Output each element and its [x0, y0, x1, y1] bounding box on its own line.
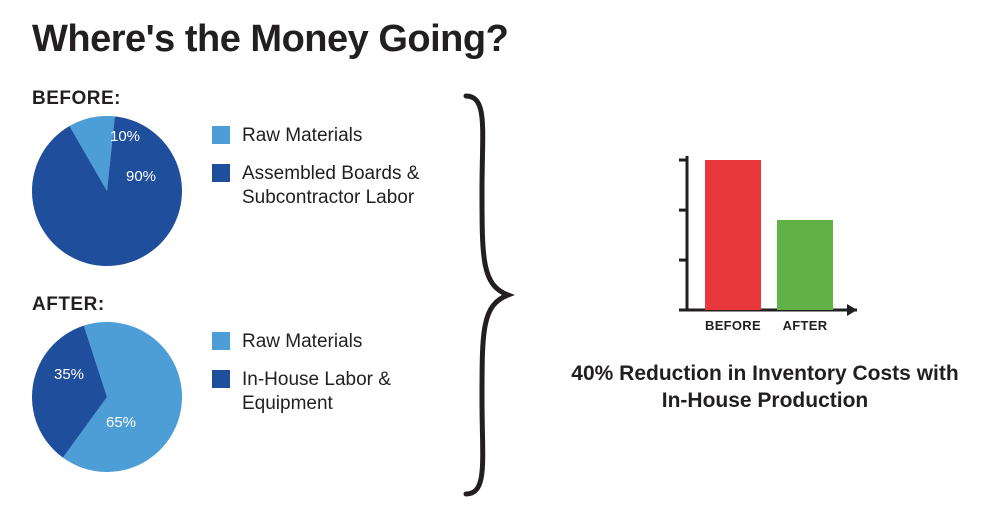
- after-legend: Raw Materials In-House Labor & Equipment: [212, 330, 462, 429]
- bar-chart: BEFORE AFTER: [645, 150, 885, 350]
- bar: [777, 220, 833, 310]
- bar: [705, 160, 761, 310]
- bar-label: BEFORE: [703, 318, 763, 333]
- after-section: AFTER: 65% 35% Raw Materials In-House Labo…: [32, 294, 462, 472]
- legend-swatch: [212, 370, 230, 388]
- legend-swatch: [212, 164, 230, 182]
- pie-slice-label: 35%: [54, 366, 84, 383]
- legend-swatch: [212, 126, 230, 144]
- before-legend: Raw Materials Assembled Boards & Subcontr…: [212, 124, 462, 223]
- legend-item: Raw Materials: [212, 124, 462, 148]
- left-column: BEFORE: 10% 90% Raw Materials Assembled Bo…: [32, 88, 462, 500]
- after-row: 65% 35% Raw Materials In-House Labor & Equ…: [32, 322, 462, 472]
- bar-label: AFTER: [775, 318, 835, 333]
- legend-swatch: [212, 332, 230, 350]
- pie-slice-label: 90%: [126, 168, 156, 185]
- before-pie-chart: 10% 90%: [32, 116, 182, 266]
- after-label: AFTER:: [32, 294, 462, 316]
- before-section: BEFORE: 10% 90% Raw Materials Assembled Bo…: [32, 88, 462, 266]
- before-row: 10% 90% Raw Materials Assembled Boards & S…: [32, 116, 462, 266]
- caption: 40% Reduction in Inventory Costs with In…: [560, 360, 970, 415]
- after-pie-chart: 65% 35%: [32, 322, 182, 472]
- right-column: BEFORE AFTER 40% Reduction in Inventory C…: [560, 150, 970, 415]
- legend-item: In-House Labor & Equipment: [212, 368, 462, 416]
- legend-text: Raw Materials: [242, 330, 362, 354]
- legend-item: Raw Materials: [212, 330, 462, 354]
- pie-slice-label: 10%: [110, 128, 140, 145]
- curly-brace: [458, 90, 518, 500]
- legend-item: Assembled Boards & Subcontractor Labor: [212, 162, 462, 210]
- before-label: BEFORE:: [32, 88, 462, 110]
- legend-text: Raw Materials: [242, 124, 362, 148]
- legend-text: In-House Labor & Equipment: [242, 368, 462, 416]
- page-title: Where's the Money Going?: [32, 18, 508, 61]
- legend-text: Assembled Boards & Subcontractor Labor: [242, 162, 462, 210]
- brace-icon: [458, 90, 518, 500]
- pie-slice-label: 65%: [106, 414, 136, 431]
